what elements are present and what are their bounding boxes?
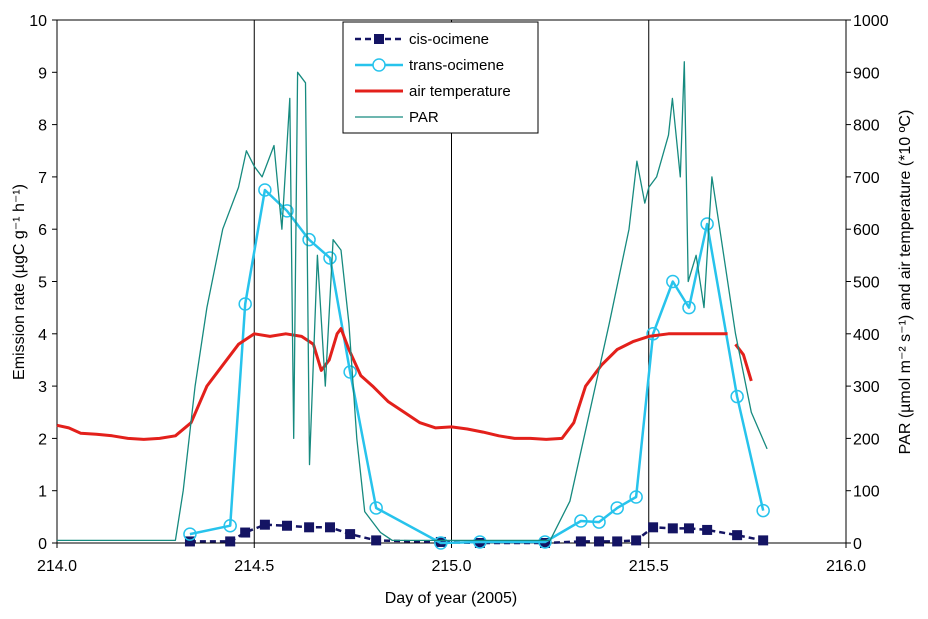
marker [648, 522, 659, 533]
marker [575, 536, 586, 547]
y2-tick-label: 300 [853, 379, 880, 396]
marker [238, 297, 252, 311]
marker [223, 518, 237, 533]
series-line [189, 523, 764, 545]
marker [183, 527, 197, 541]
y-axis-title: Emission rate (µgC g⁻¹ h⁻¹) [11, 184, 28, 380]
marker [758, 535, 769, 546]
legend-label: PAR [409, 109, 439, 126]
x-tick-label: 216.0 [826, 558, 866, 575]
y2-tick-label: 800 [853, 118, 880, 135]
x-tick-label: 215.5 [629, 558, 669, 575]
legend-marker [374, 34, 384, 44]
y2-tick-label: 600 [853, 222, 880, 239]
marker [610, 501, 624, 515]
y-tick-label: 2 [38, 431, 47, 448]
marker [302, 232, 316, 247]
marker [667, 523, 678, 534]
y-tick-label: 4 [38, 327, 47, 344]
y2-tick-label: 100 [853, 484, 880, 501]
y2-tick-label: 700 [853, 170, 880, 187]
y2-tick-label: 0 [853, 536, 862, 553]
marker [324, 522, 335, 533]
marker [631, 535, 642, 546]
legend-label: air temperature [409, 83, 511, 100]
marker [281, 520, 292, 531]
marker [280, 204, 294, 218]
marker [702, 524, 713, 535]
y-tick-label: 9 [38, 65, 47, 82]
y2-tick-label: 1000 [853, 13, 889, 30]
marker [184, 536, 195, 547]
marker [538, 535, 552, 549]
y-tick-label: 0 [38, 536, 47, 553]
marker [369, 501, 383, 515]
marker [629, 490, 643, 504]
x-axis-title: Day of year (2005) [385, 590, 518, 607]
series-line [189, 188, 765, 545]
x-tick-label: 214.0 [37, 558, 77, 575]
y2-tick-label: 500 [853, 275, 880, 292]
legend-marker [372, 58, 386, 72]
marker [240, 527, 251, 538]
marker [345, 529, 356, 540]
marker [594, 536, 605, 547]
marker [258, 183, 272, 197]
y2-tick-label: 200 [853, 431, 880, 448]
marker [592, 515, 606, 529]
legend-label: trans-ocimene [409, 57, 504, 74]
marker [259, 519, 270, 530]
y-tick-label: 6 [38, 222, 47, 239]
marker [434, 536, 448, 550]
y-tick-label: 8 [38, 118, 47, 135]
x-tick-label: 215.0 [431, 558, 471, 575]
y-tick-label: 5 [38, 275, 47, 292]
y2-tick-label: 900 [853, 65, 880, 82]
y-tick-label: 7 [38, 170, 47, 187]
marker [304, 522, 315, 533]
y2-axis-title: PAR (µmol m⁻² s⁻¹) and air temperature (… [897, 110, 914, 455]
marker [732, 530, 743, 541]
marker [612, 536, 623, 547]
marker [730, 389, 744, 404]
marker [700, 217, 714, 231]
marker [683, 523, 694, 534]
marker [343, 365, 357, 379]
y-tick-label: 10 [29, 13, 47, 30]
marker [225, 536, 236, 547]
x-tick-label: 214.5 [234, 558, 274, 575]
y-tick-label: 3 [38, 379, 47, 396]
marker [473, 535, 487, 549]
y2-tick-label: 400 [853, 327, 880, 344]
marker [574, 514, 588, 528]
y-tick-label: 1 [38, 484, 47, 501]
marker [323, 251, 337, 265]
marker [666, 274, 680, 289]
series-line [57, 61, 768, 542]
legend-label: cis-ocimene [409, 31, 489, 48]
marker [756, 503, 770, 518]
marker [371, 535, 382, 546]
marker [682, 300, 696, 315]
